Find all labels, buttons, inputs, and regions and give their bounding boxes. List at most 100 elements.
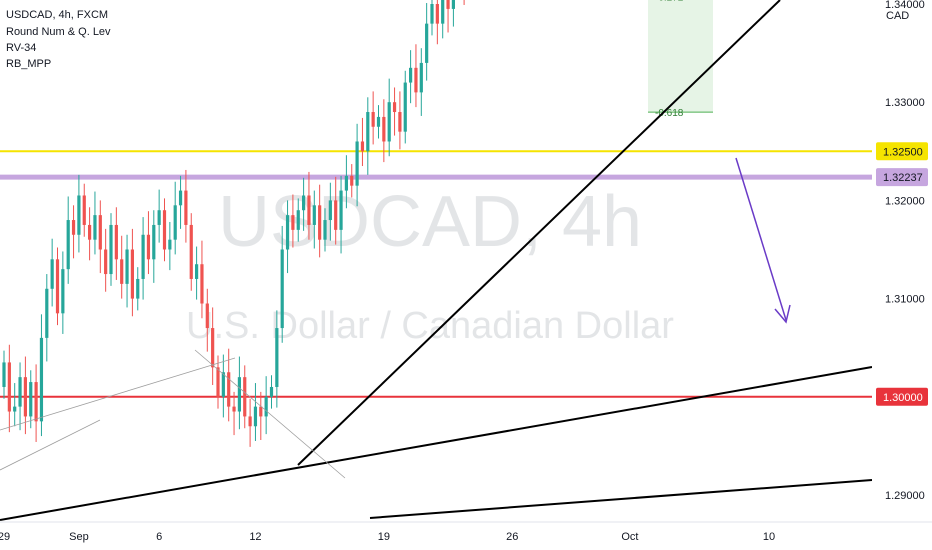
indicator-round-num[interactable]: Round Num & Q. Lev xyxy=(6,26,111,38)
indicator-rb-mpp[interactable]: RB_MPP xyxy=(6,58,52,70)
candle-body xyxy=(398,112,402,132)
candle-body xyxy=(205,303,209,329)
level-tag-text: 1.32237 xyxy=(883,172,923,184)
candle-body xyxy=(120,259,124,284)
candle-body xyxy=(50,259,54,289)
candle-body xyxy=(291,215,295,230)
candle-body xyxy=(227,372,231,407)
price-tick-label: 1.31000 xyxy=(885,294,925,306)
time-tick-label: 29 xyxy=(0,531,10,543)
level-tag-text: 1.30000 xyxy=(883,392,923,404)
indicator-rv34[interactable]: RV-34 xyxy=(6,42,37,54)
candle-body xyxy=(23,377,27,417)
level-tag-text: 1.32500 xyxy=(883,146,923,158)
candle-body xyxy=(328,200,332,221)
fib-level-label: -0.272 xyxy=(655,0,684,4)
candle-body xyxy=(312,205,316,225)
candle-body xyxy=(18,377,22,407)
candle-body xyxy=(141,234,145,279)
candle-body xyxy=(302,195,306,211)
symbol-line[interactable]: USDCAD, 4h, FXCM xyxy=(6,9,109,21)
price-tick-label: 1.33000 xyxy=(885,97,925,109)
time-tick-label: 6 xyxy=(156,531,162,543)
price-tick-label: 1.32000 xyxy=(885,195,925,207)
projection-arrow[interactable] xyxy=(735,157,787,321)
candle-body xyxy=(152,224,156,260)
time-tick-label: 19 xyxy=(378,531,390,543)
level-tag-1.32237[interactable] xyxy=(876,168,928,187)
candle-body xyxy=(29,382,33,417)
candle-body xyxy=(162,210,167,250)
candle-body xyxy=(130,249,134,299)
candle-body xyxy=(125,249,129,284)
price-axis[interactable]: 1.29000 1.30000 1.31000 1.32000 1.33000 1.340… xyxy=(872,0,932,520)
candle-body xyxy=(446,0,450,9)
candle-body xyxy=(55,259,60,314)
candle-body xyxy=(296,210,300,230)
candle-body xyxy=(366,112,370,152)
candle-body xyxy=(430,4,434,24)
channel-line-upper[interactable] xyxy=(0,357,236,431)
fibonacci-retracement[interactable]: 10.860.7860.6180.50.3820-0.118-0.272-0.6… xyxy=(648,0,713,119)
candle-body xyxy=(136,278,140,299)
candle-body xyxy=(371,112,375,127)
candle-body xyxy=(2,362,6,387)
price-tick-label: 1.34000 xyxy=(885,0,925,11)
time-tick-label: Oct xyxy=(621,531,638,543)
candle-body xyxy=(114,224,118,260)
candle-body xyxy=(98,215,102,250)
candle-body xyxy=(13,406,17,412)
candle-body xyxy=(285,215,290,250)
candle-body xyxy=(168,239,172,250)
candle-body xyxy=(275,328,279,387)
candle-body xyxy=(435,4,439,24)
candle-body xyxy=(253,406,258,427)
candle-body xyxy=(200,264,204,304)
candle-body xyxy=(307,195,311,225)
time-axis-bg xyxy=(0,522,932,550)
candle-body xyxy=(82,195,86,225)
candle-body xyxy=(344,175,348,191)
level-tag-1.30000[interactable] xyxy=(876,387,928,406)
candle-body xyxy=(334,200,338,230)
candle-body xyxy=(173,205,177,240)
time-tick-label: 26 xyxy=(506,531,518,543)
trendlines[interactable] xyxy=(0,0,873,521)
candle-body xyxy=(184,190,188,225)
candle-body xyxy=(387,102,391,142)
candle-body xyxy=(409,67,413,83)
fib-level-label: -0.618 xyxy=(655,108,684,119)
candle-body xyxy=(441,0,445,24)
trendline-lower-2[interactable] xyxy=(369,479,873,519)
channel-line-down[interactable] xyxy=(194,349,346,479)
candlesticks xyxy=(2,0,465,447)
trendline-lower-1[interactable] xyxy=(0,366,873,521)
candle-body xyxy=(376,116,381,127)
candle-body xyxy=(248,416,252,427)
candle-body xyxy=(216,367,220,397)
candle-body xyxy=(66,220,70,270)
candle-body xyxy=(360,141,365,152)
candle-body xyxy=(61,269,65,314)
price-axis-bg xyxy=(872,0,932,520)
level-tag-1.32500[interactable] xyxy=(876,142,928,161)
fib-zone-lower xyxy=(648,0,713,113)
time-tick-label: 10 xyxy=(763,531,775,543)
channel-line-lower[interactable] xyxy=(0,419,101,471)
time-tick-label: 12 xyxy=(249,531,261,543)
horizontal-levels[interactable] xyxy=(0,0,872,398)
candle-body xyxy=(93,215,97,240)
chart-header: USDCAD, 4h, FXCM Round Num & Q. Lev RV-3… xyxy=(6,8,111,72)
candle-body xyxy=(355,141,359,186)
candle-body xyxy=(403,82,407,132)
candle-body xyxy=(77,195,81,235)
currency-label: CAD xyxy=(886,10,909,22)
candle-body xyxy=(323,220,327,240)
trendline-main[interactable] xyxy=(297,0,781,466)
candle-body xyxy=(243,377,247,417)
candle-body xyxy=(39,337,44,422)
candle-body xyxy=(392,102,397,113)
time-axis[interactable]: 29 Sep 6 12 19 26 Oct 10 xyxy=(0,521,932,550)
time-tick-label: Sep xyxy=(69,531,89,543)
